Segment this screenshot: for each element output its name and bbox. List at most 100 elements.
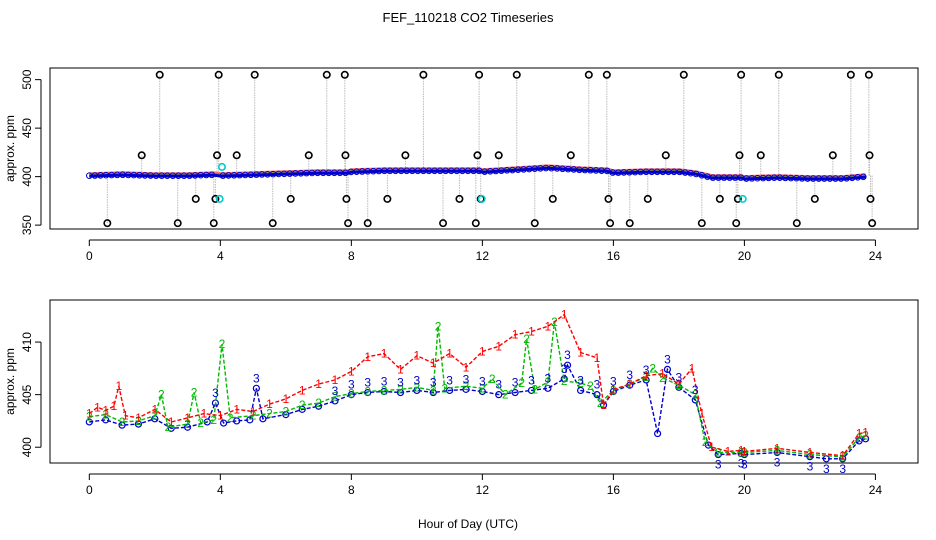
series-2-marker: 2 <box>165 420 172 434</box>
series-3-marker <box>593 391 601 399</box>
series-1-marker: 1 <box>610 382 617 396</box>
series-3-marker <box>495 391 503 399</box>
series-2-marker: 2 <box>577 376 584 390</box>
series-3-label: 3 <box>212 386 219 400</box>
reference-point <box>864 70 873 79</box>
series-2-marker: 2 <box>531 382 538 396</box>
reference-point <box>286 194 295 203</box>
reference-point <box>173 219 182 228</box>
series-3-marker <box>462 385 470 393</box>
y-tick-label: 450 <box>20 118 34 138</box>
x-tick-label: 8 <box>348 249 355 263</box>
series-3-label: 3 <box>479 374 486 388</box>
series-1-marker: 1 <box>446 347 453 361</box>
series-1-marker: 1 <box>299 383 306 397</box>
series-3-marker <box>167 424 175 432</box>
reference-point <box>810 194 819 203</box>
series-3-marker <box>259 415 267 423</box>
series-2-marker: 2 <box>102 408 109 422</box>
series-3-marker <box>233 417 241 425</box>
series-3-label: 3 <box>564 348 571 362</box>
series-2-marker: 2 <box>489 372 496 386</box>
series-3-marker <box>861 435 870 443</box>
series-1-marker: 1 <box>184 411 191 425</box>
series-1-marker: 1 <box>698 407 705 421</box>
series-2-marker: 2 <box>807 448 814 462</box>
y-axis-label: approx. ppm <box>3 348 17 415</box>
series-1-marker: 1 <box>168 415 175 429</box>
series-2-marker: 2 <box>862 429 869 443</box>
series-3-marker <box>85 418 93 426</box>
series-3-label: 3 <box>692 383 699 397</box>
series-2-marker: 2 <box>86 410 93 424</box>
chart-title: FEF_110218 CO2 Timeseries <box>383 10 554 25</box>
series-2-marker: 2 <box>649 361 656 375</box>
reference-point <box>455 194 464 203</box>
reference-point <box>475 70 484 79</box>
series-3-marker <box>314 402 323 410</box>
series-1-marker: 1 <box>626 377 633 391</box>
series-2-marker: 2 <box>299 398 306 412</box>
series-1-marker: 1 <box>315 377 322 391</box>
series-3-line <box>89 363 866 460</box>
series-1-marker: 1 <box>495 339 502 353</box>
series-2-marker: 2 <box>430 383 437 397</box>
series-2-marker: 2 <box>610 383 617 397</box>
y-tick-label: 400 <box>20 166 34 186</box>
reference-point <box>344 219 353 228</box>
x-tick-label: 20 <box>738 249 752 263</box>
series-3-label: 3 <box>774 455 781 469</box>
series-2-marker: 2 <box>702 435 709 449</box>
series-3-marker <box>773 448 781 457</box>
series-1-marker: 1 <box>545 319 552 333</box>
series-1-marker: 1 <box>807 445 814 459</box>
series-1-marker: 1 <box>643 369 650 383</box>
reference-point <box>512 70 521 79</box>
series-1-marker: 1 <box>600 398 607 412</box>
series-2-marker: 2 <box>191 386 198 400</box>
series-3-label: 3 <box>577 373 584 387</box>
series-3-label: 3 <box>332 384 339 398</box>
reference-point <box>865 151 874 160</box>
series-2-marker: 2 <box>715 445 722 459</box>
highlight-point <box>738 194 747 203</box>
x-tick-label: 4 <box>217 483 224 497</box>
series-2-marker: 2 <box>479 381 486 395</box>
x-tick-label: 20 <box>738 483 752 497</box>
reference-point <box>604 194 613 203</box>
series-1-marker: 1 <box>111 399 118 413</box>
reference-point <box>697 219 706 228</box>
y-axis-label: approx. ppm <box>3 115 17 182</box>
series-3-label: 3 <box>512 376 519 390</box>
reference-point <box>250 70 259 79</box>
y-tick-label: 400 <box>20 437 34 457</box>
series-3-label: 3 <box>594 378 601 392</box>
series-1-marker: 1 <box>86 407 93 421</box>
series-1-marker: 1 <box>397 362 404 376</box>
series-1-marker: 1 <box>463 360 470 374</box>
reference-point <box>733 194 742 203</box>
series-3-marker <box>577 386 585 395</box>
reference-point <box>439 219 448 228</box>
series-3-marker <box>208 171 216 179</box>
reference-point <box>322 70 331 79</box>
series-1-marker: 1 <box>94 400 101 414</box>
series-2-marker: 2 <box>219 337 226 351</box>
series-2-marker: 2 <box>315 396 322 410</box>
series-2-marker: 2 <box>561 374 568 388</box>
reference-point <box>530 219 539 228</box>
reference-point <box>471 219 480 228</box>
series-3-marker <box>663 365 672 374</box>
series-2-marker: 2 <box>435 319 442 333</box>
series-3-marker <box>347 391 355 399</box>
reference-point <box>602 70 611 79</box>
y-tick-label: 500 <box>20 69 34 89</box>
series-2-marker: 2 <box>119 415 126 429</box>
series-3-label: 3 <box>397 376 404 390</box>
reference-point <box>584 70 593 79</box>
series-3-marker <box>511 388 519 397</box>
series-3-label: 3 <box>495 378 502 392</box>
series-3-label: 3 <box>715 458 722 472</box>
series-3-label: 3 <box>348 378 355 392</box>
